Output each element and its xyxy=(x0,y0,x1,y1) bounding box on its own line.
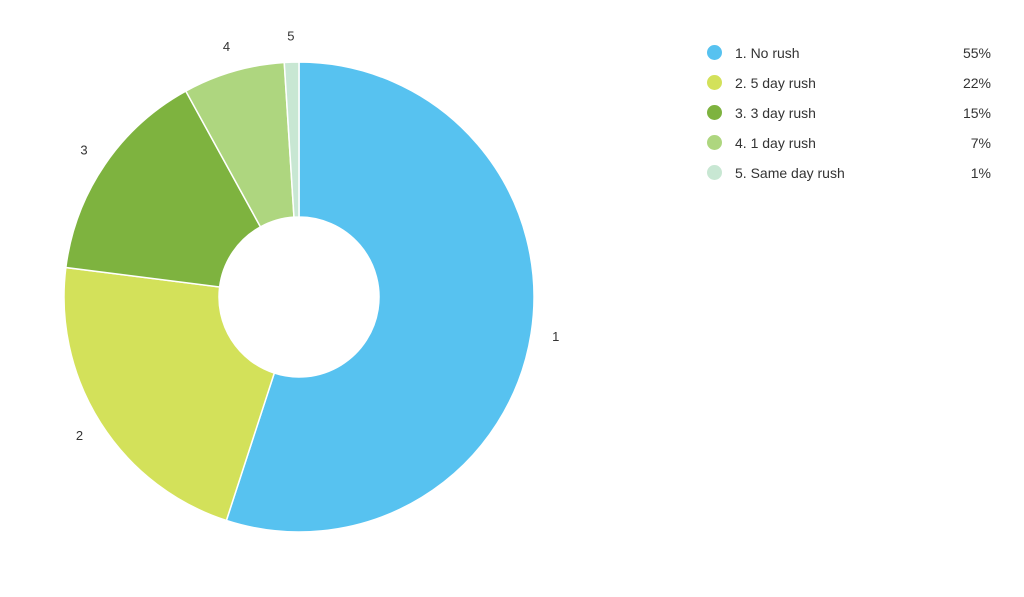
slice-label-1: 1 xyxy=(552,329,559,344)
legend-item-3[interactable]: 3. 3 day rush 15% xyxy=(706,98,996,128)
slice-labels-group: 1 2 3 4 5 xyxy=(76,29,560,443)
legend-swatch-icon xyxy=(707,75,722,90)
slice-label-4: 4 xyxy=(223,39,230,54)
legend-item-4[interactable]: 4. 1 day rush 7% xyxy=(706,128,996,158)
legend-label: 1. No rush xyxy=(735,45,800,61)
legend: 1. No rush 55% 2. 5 day rush 22% 3. 3 da… xyxy=(706,38,996,188)
legend-swatch-icon xyxy=(707,165,722,180)
slice-1[interactable] xyxy=(225,61,535,533)
donut-chart: 1 2 3 4 5 xyxy=(63,29,560,533)
donut-chart-svg: 1 2 3 4 5 xyxy=(63,29,560,533)
legend-value: 1% xyxy=(970,165,991,181)
slice-label-2: 2 xyxy=(76,428,83,443)
legend-value: 15% xyxy=(962,105,991,121)
slices-group xyxy=(63,61,535,533)
slice-label-5: 5 xyxy=(287,29,294,44)
slice-label-3: 3 xyxy=(80,142,87,157)
slice-2[interactable] xyxy=(63,266,276,522)
legend-item-2[interactable]: 2. 5 day rush 22% xyxy=(706,68,996,98)
legend-swatch-icon xyxy=(707,135,722,150)
legend-label: 2. 5 day rush xyxy=(735,75,816,91)
legend-value: 7% xyxy=(970,135,991,151)
legend-item-5[interactable]: 5. Same day rush 1% xyxy=(706,158,996,188)
legend-swatch-icon xyxy=(707,105,722,120)
slice-3[interactable] xyxy=(65,90,262,288)
slice-5[interactable] xyxy=(283,61,300,218)
legend-value: 22% xyxy=(962,75,991,91)
legend-item-1[interactable]: 1. No rush 55% xyxy=(706,38,996,68)
legend-swatch-icon xyxy=(707,45,722,60)
legend-label: 5. Same day rush xyxy=(735,165,845,181)
legend-label: 3. 3 day rush xyxy=(735,105,816,121)
legend-label: 4. 1 day rush xyxy=(735,135,816,151)
legend-value: 55% xyxy=(962,45,991,61)
